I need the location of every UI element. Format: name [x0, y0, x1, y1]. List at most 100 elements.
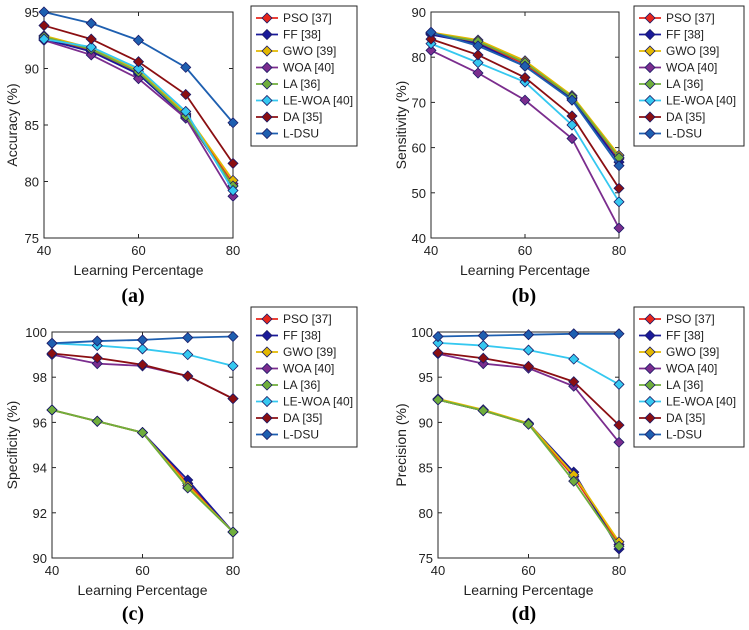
series-line-3 — [430, 31, 620, 156]
y-axis-label: Precision (%) — [393, 403, 409, 486]
data-point — [85, 33, 97, 45]
data-point — [85, 41, 97, 53]
data-point — [613, 222, 625, 234]
y-tick-label: 80 — [412, 50, 426, 65]
data-point — [472, 67, 484, 79]
data-point — [568, 328, 580, 340]
data-point — [227, 157, 239, 169]
data-point — [136, 427, 149, 439]
legend-marker — [261, 94, 273, 107]
y-tick-label: 95 — [419, 370, 433, 385]
chart-panel-4: 40 60 80 75 80 85 90 95 100 Learning Percentage Pr… — [393, 306, 745, 625]
x-tick-label: 80 — [612, 243, 626, 258]
data-point — [613, 160, 625, 172]
legend-entry: DA [35] — [666, 110, 705, 124]
data-point — [472, 40, 484, 52]
legend-marker — [644, 94, 656, 107]
data-point — [425, 33, 437, 45]
legend-marker — [644, 111, 656, 123]
data-point — [85, 49, 97, 61]
legend-entry: GWO [39] — [283, 345, 336, 359]
y-tick-label: 50 — [412, 186, 426, 201]
chart-panel-2: 40 60 80 40 50 60 70 80 90 Learning Percentage Sen… — [393, 5, 745, 307]
y-tick-label: 90 — [33, 551, 47, 566]
data-point — [182, 349, 194, 361]
y-tick-label: 40 — [412, 231, 426, 246]
data-point — [519, 60, 531, 72]
legend-box — [633, 5, 745, 147]
x-axis-label: Learning Percentage — [464, 582, 594, 598]
x-tick-label: 80 — [612, 563, 626, 578]
legend-entry: FF [38] — [666, 329, 704, 343]
y-tick-label: 70 — [412, 95, 426, 110]
legend-marker — [644, 127, 656, 140]
legend-marker — [644, 412, 656, 424]
legend-marker — [261, 412, 273, 424]
x-axis-label: Learning Percentage — [74, 262, 204, 278]
legend-box — [633, 306, 745, 448]
data-point — [227, 360, 239, 372]
data-point — [227, 330, 239, 343]
data-point — [432, 394, 444, 406]
data-point — [568, 353, 580, 365]
legend-marker — [261, 395, 273, 408]
data-point — [566, 132, 578, 145]
data-point — [182, 482, 194, 494]
data-point — [568, 376, 580, 388]
legend-entry: DA [35] — [666, 411, 705, 425]
legend-entry: FF [38] — [283, 329, 321, 343]
legend-marker — [644, 329, 656, 342]
data-point — [613, 182, 625, 194]
data-point — [132, 73, 145, 85]
y-tick-label: 92 — [33, 506, 47, 521]
y-tick-label: 60 — [412, 141, 426, 156]
legend-marker — [261, 111, 273, 123]
data-point — [519, 94, 531, 106]
y-tick-label: 75 — [419, 551, 433, 566]
y-tick-label: 96 — [33, 415, 47, 430]
data-point — [46, 347, 58, 360]
x-tick-label: 80 — [226, 243, 240, 258]
legend-entry: WOA [40] — [666, 61, 717, 75]
data-point — [432, 347, 444, 359]
chart-panel-3: 40 60 80 90 92 94 96 98 100 Learning Percentage Sp… — [4, 306, 358, 625]
legend-marker — [644, 346, 656, 358]
x-tick-label: 60 — [131, 243, 145, 258]
legend-marker — [261, 45, 273, 57]
data-point — [522, 344, 535, 356]
data-point — [38, 6, 50, 18]
legend-marker — [644, 362, 656, 375]
data-point — [568, 475, 580, 487]
y-tick-label: 90 — [412, 5, 426, 20]
legend-box — [250, 5, 358, 147]
data-point — [38, 19, 50, 32]
legend-marker — [261, 346, 273, 358]
legend-entry: PSO [37] — [283, 11, 332, 25]
data-point — [227, 184, 239, 197]
x-tick-label: 40 — [37, 243, 51, 258]
data-point — [182, 370, 194, 382]
legend-marker — [261, 379, 273, 391]
x-tick-label: 60 — [135, 563, 149, 578]
legend-marker — [261, 313, 273, 325]
legend-entry: L-DSU — [666, 127, 702, 141]
x-tick-label: 60 — [518, 243, 532, 258]
legend-marker — [644, 12, 656, 24]
y-tick-label: 100 — [411, 325, 433, 340]
legend-marker — [644, 61, 656, 74]
data-point — [472, 57, 484, 69]
data-point — [227, 526, 239, 538]
panel-caption: (d) — [512, 603, 536, 625]
legend-entry: LA [36] — [283, 77, 320, 91]
panel-caption: (a) — [121, 285, 144, 307]
data-point — [180, 105, 192, 118]
legend-marker — [644, 78, 656, 90]
legend-marker — [261, 12, 273, 24]
y-tick-label: 85 — [419, 461, 433, 476]
data-point — [522, 360, 535, 372]
data-point — [519, 71, 531, 84]
data-point — [613, 378, 625, 390]
legend-entry: LE-WOA [40] — [283, 395, 353, 409]
legend-marker — [261, 428, 273, 441]
legend-entry: LA [36] — [283, 378, 320, 392]
